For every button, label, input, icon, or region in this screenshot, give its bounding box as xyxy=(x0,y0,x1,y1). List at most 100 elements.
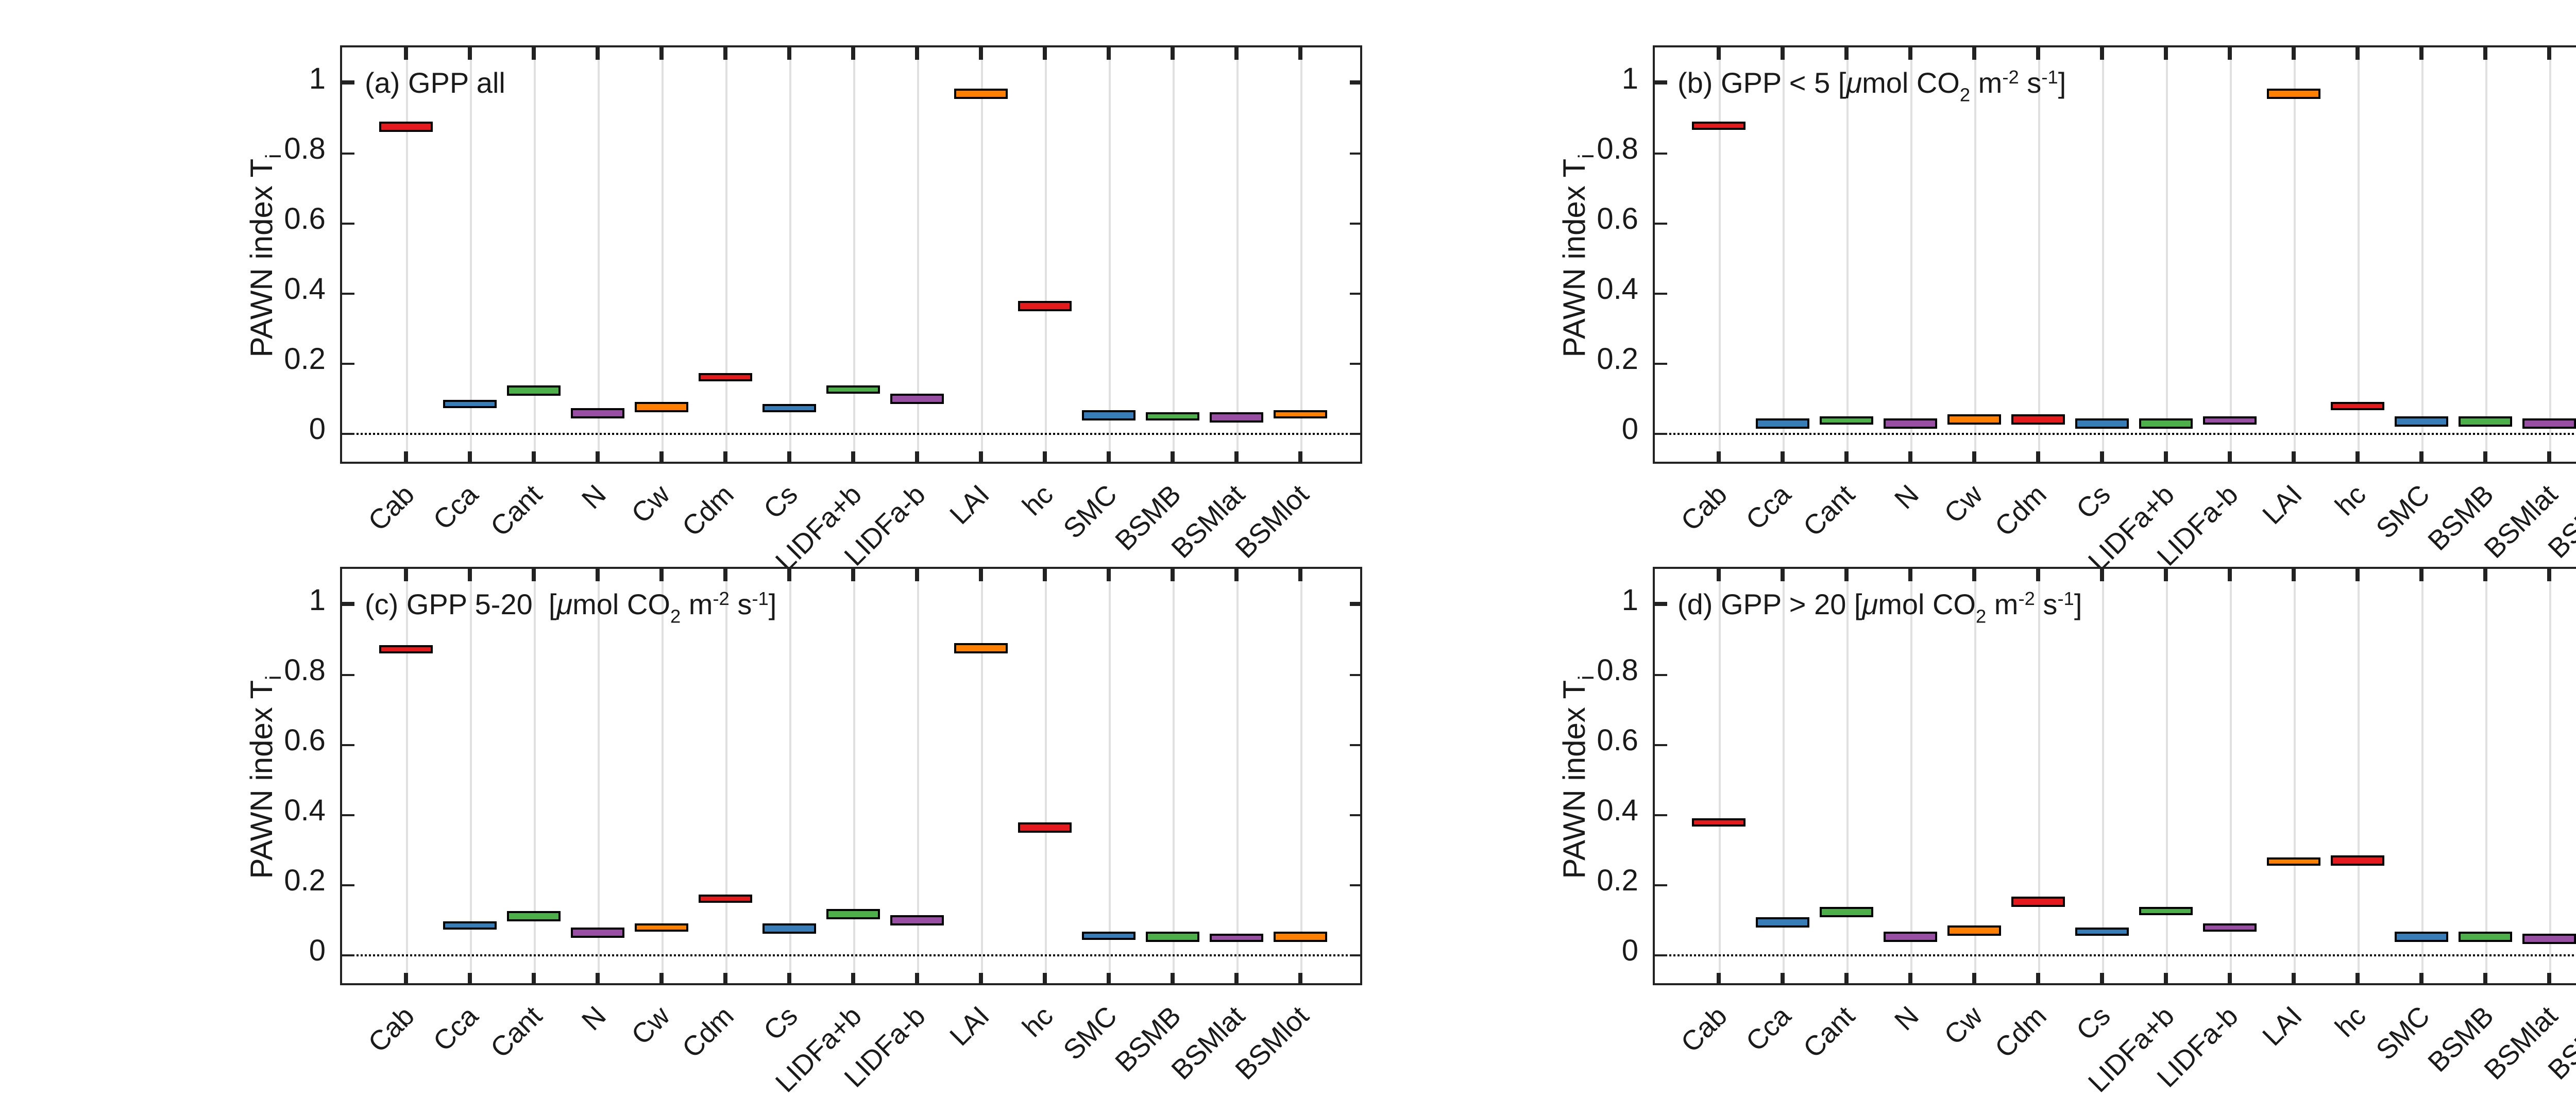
gridline-Cs xyxy=(2101,47,2103,462)
y-tick-label-0.4: 0.4 xyxy=(284,795,326,829)
y-tick-left-0.4 xyxy=(1655,292,1666,295)
y-tick-left-0.8 xyxy=(1655,151,1666,154)
x-tick-bottom-Cs xyxy=(2100,450,2104,462)
x-tick-top-Cdm xyxy=(724,569,727,580)
y-axis-label-text: PAWN index T xyxy=(1558,679,1593,878)
x-tick-top-LIDFa+b xyxy=(2164,569,2167,580)
title-segment: -1 xyxy=(2041,66,2058,88)
y-tick-right-1 xyxy=(1349,602,1360,605)
box-BSMlot xyxy=(1273,932,1326,941)
title-segment: mol CO xyxy=(1878,587,1976,620)
x-tick-bottom-N xyxy=(1909,972,1912,983)
box-BSMB xyxy=(1145,411,1198,421)
box-BSMlat xyxy=(2521,418,2575,428)
gridline-Cant xyxy=(533,47,535,462)
box-BSMlat xyxy=(1209,933,1262,943)
title-segment: 2 xyxy=(670,606,681,627)
x-tick-top-hc xyxy=(1043,47,1046,59)
x-tick-bottom-LIDFa-b xyxy=(2228,972,2231,983)
gridline-SMC xyxy=(2420,47,2422,462)
gridline-Cca xyxy=(469,47,471,462)
x-tick-bottom-BSMlot xyxy=(1299,972,1302,983)
gridline-Cw xyxy=(1973,569,1975,983)
x-tick-top-LIDFa-b xyxy=(916,47,919,59)
box-LIDFa+b xyxy=(825,909,879,919)
x-tick-top-Cant xyxy=(532,569,535,580)
y-tick-left-0.6 xyxy=(1655,222,1666,225)
x-tick-top-Cant xyxy=(1845,569,1848,580)
title-segment: -2 xyxy=(2002,66,2019,88)
x-tick-top-BSMlat xyxy=(1235,569,1238,580)
axes-d: (d) GPP > 20 [μmol CO2 m-2 s-1] xyxy=(1653,567,2576,985)
x-tick-top-LIDFa+b xyxy=(852,569,855,580)
x-tick-top-N xyxy=(596,569,599,580)
box-N xyxy=(570,409,623,418)
y-tick-label-0.2: 0.2 xyxy=(1597,866,1638,899)
x-tick-bottom-SMC xyxy=(2420,972,2423,983)
gridline-Cca xyxy=(1782,47,1784,462)
y-tick-label-0: 0 xyxy=(1621,936,1638,969)
y-axis-label-text: PAWN index T xyxy=(245,157,280,357)
box-SMC xyxy=(1081,410,1134,420)
box-LAI xyxy=(953,89,1007,99)
y-tick-left-0.4 xyxy=(342,292,353,295)
y-axis-label-text: PAWN index T xyxy=(245,679,280,878)
x-tick-top-Cdm xyxy=(2037,47,2040,59)
gridline-Cca xyxy=(469,569,471,983)
panel-title-c: (c) GPP 5-20 [μmol CO2 m-2 s-1] xyxy=(365,587,776,627)
gridline-LIDFa+b xyxy=(852,47,854,462)
box-Cca xyxy=(1755,418,1808,429)
x-tick-top-Cca xyxy=(468,47,471,59)
box-Cdm xyxy=(2010,414,2064,424)
x-tick-top-Cs xyxy=(2100,47,2104,59)
y-tick-right-0.6 xyxy=(1349,743,1360,746)
y-tick-right-0.2 xyxy=(1349,362,1360,365)
gridline-Cant xyxy=(1845,47,1848,462)
x-tick-bottom-Cant xyxy=(532,972,535,983)
x-tick-top-Cdm xyxy=(724,47,727,59)
y-tick-left-0.6 xyxy=(1655,743,1666,746)
axes-b: (b) GPP < 5 [μmol CO2 m-2 s-1] xyxy=(1653,45,2576,464)
gridline-N xyxy=(1909,569,1911,983)
y-tick-label-0.4: 0.4 xyxy=(1597,274,1638,307)
y-tick-label-0.8: 0.8 xyxy=(284,654,326,688)
title-segment: s xyxy=(2019,66,2042,99)
box-Cs xyxy=(2074,926,2128,936)
y-tick-right-0.8 xyxy=(1349,673,1360,676)
x-tick-bottom-N xyxy=(596,972,599,983)
x-tick-bottom-Cab xyxy=(1717,972,1720,983)
gridline-Cant xyxy=(1845,569,1848,983)
y-tick-right-1 xyxy=(1349,81,1360,84)
y-axis-label-subscript: i xyxy=(1574,674,1600,679)
title-segment: mol CO xyxy=(572,587,670,620)
box-Cw xyxy=(1946,925,2000,935)
box-LIDFa+b xyxy=(2138,906,2192,916)
y-tick-left-0 xyxy=(1655,954,1666,957)
zero-line xyxy=(1655,954,2576,956)
y-tick-label-0.2: 0.2 xyxy=(1597,344,1638,378)
y-axis-label-text: PAWN index T xyxy=(1558,157,1593,357)
x-tick-bottom-Cca xyxy=(468,972,471,983)
title-segment: ] xyxy=(2074,587,2082,620)
gridline-BSMlat xyxy=(1235,47,1238,462)
box-SMC xyxy=(2394,932,2447,941)
gridline-BSMB xyxy=(2484,569,2486,983)
box-N xyxy=(1883,419,1936,429)
x-tick-bottom-LIDFa-b xyxy=(916,972,919,983)
gridline-Cs xyxy=(788,47,790,462)
title-segment: 2 xyxy=(1976,606,1987,627)
x-tick-top-hc xyxy=(2356,569,2359,580)
y-tick-left-0.2 xyxy=(1655,884,1666,887)
box-Cant xyxy=(506,386,560,396)
x-tick-top-Cs xyxy=(2100,569,2104,580)
gridline-BSMlot xyxy=(1299,47,1301,462)
box-hc xyxy=(1017,301,1071,312)
x-tick-bottom-hc xyxy=(2356,972,2359,983)
gridline-LAI xyxy=(980,47,982,462)
box-Cw xyxy=(634,402,687,412)
y-tick-left-0 xyxy=(342,954,353,957)
x-tick-top-Cw xyxy=(660,569,663,580)
title-segment: -2 xyxy=(2018,588,2035,609)
box-BSMlot xyxy=(1273,410,1326,419)
title-segment: μ xyxy=(1862,587,1878,620)
